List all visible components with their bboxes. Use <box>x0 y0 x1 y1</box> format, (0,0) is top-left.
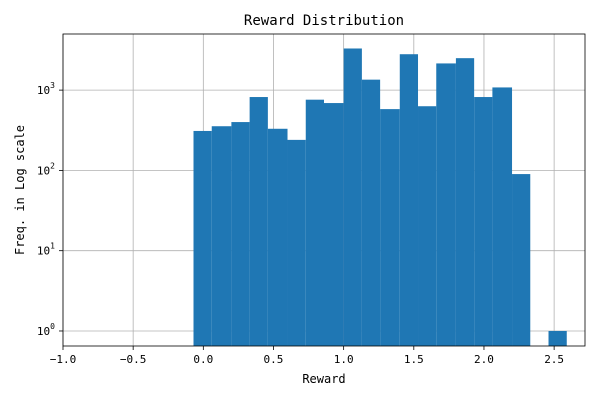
y-tick-exponent: 1 <box>50 242 55 251</box>
x-axis-label: Reward <box>302 372 345 386</box>
x-tick-label: 1.0 <box>334 353 354 366</box>
y-tick-base: 10 <box>37 164 50 177</box>
y-tick-exponent: 0 <box>50 322 55 331</box>
x-axis-ticks: −1.0 −0.5 0.0 0.5 1.0 1.5 2.0 2.5 <box>50 346 564 366</box>
y-tick-base: 10 <box>37 245 50 258</box>
histogram-bar <box>249 97 268 346</box>
y-tick-exponent: 3 <box>50 81 55 90</box>
y-tick-exponent: 2 <box>50 161 55 170</box>
x-tick-label: 0.5 <box>264 353 284 366</box>
histogram-bar <box>343 48 362 347</box>
y-tick-base: 10 <box>37 84 50 97</box>
plot-frame <box>62 33 586 347</box>
histogram-bar <box>361 79 381 347</box>
histogram-bar <box>231 122 250 347</box>
histogram-bar <box>436 63 456 346</box>
histogram-bar <box>324 103 344 346</box>
histogram-bar <box>380 109 400 346</box>
histogram-bar <box>211 126 232 347</box>
y-axis-label: Freq. in Log scale <box>13 125 27 255</box>
histogram-bar <box>287 139 306 346</box>
histogram-bar <box>548 330 567 346</box>
histogram-bar <box>267 128 288 346</box>
y-tick-label: 102 <box>37 161 55 177</box>
chart-title: Reward Distribution <box>244 13 404 29</box>
histogram-bar <box>492 87 513 346</box>
y-tick-label: 100 <box>37 322 55 338</box>
x-tick-label: 0.0 <box>193 353 213 366</box>
histogram-bar <box>399 54 419 347</box>
x-tick-label: 2.5 <box>544 353 564 366</box>
x-tick-label: 1.5 <box>404 353 424 366</box>
histogram-bar <box>474 97 493 346</box>
y-tick-label: 103 <box>37 81 55 97</box>
y-tick-base: 10 <box>37 325 50 338</box>
x-tick-label: −0.5 <box>120 353 147 366</box>
histogram-bar <box>455 58 475 346</box>
x-tick-label: −1.0 <box>50 353 77 366</box>
histogram-bars <box>193 48 567 347</box>
histogram-bar <box>305 99 324 346</box>
histogram-bar <box>193 130 212 346</box>
histogram-bar <box>512 174 531 346</box>
x-tick-label: 2.0 <box>474 353 494 366</box>
histogram-bar <box>418 106 437 346</box>
y-tick-label: 101 <box>37 242 55 258</box>
